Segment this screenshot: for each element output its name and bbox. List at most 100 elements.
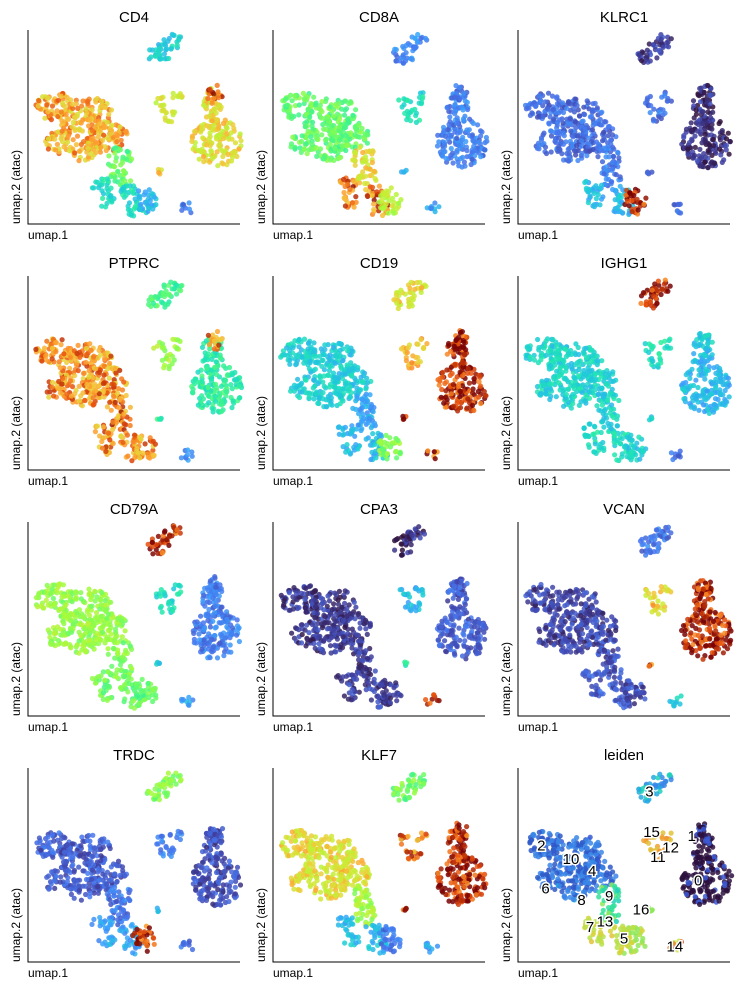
- umap-point: [189, 138, 195, 144]
- x-axis-label: umap.1: [518, 228, 558, 242]
- umap-point: [535, 336, 541, 343]
- umap-point: [86, 374, 92, 380]
- umap-point: [212, 398, 219, 404]
- umap-point: [166, 292, 172, 298]
- umap-point: [87, 341, 93, 347]
- umap-point: [51, 631, 57, 637]
- umap-point: [367, 173, 373, 179]
- umap-point: [223, 147, 229, 154]
- umap-point: [190, 386, 196, 392]
- umap-point: [483, 134, 489, 141]
- umap-point: [413, 110, 419, 116]
- umap-point: [384, 451, 391, 457]
- umap-point: [337, 341, 343, 347]
- umap-point: [332, 380, 338, 386]
- umap-point: [322, 342, 328, 348]
- umap-point: [96, 347, 102, 353]
- umap-point: [443, 388, 449, 394]
- umap-point: [600, 394, 606, 400]
- umap-point: [93, 610, 100, 616]
- umap-point: [341, 125, 347, 131]
- umap-point: [590, 101, 596, 107]
- umap-point: [454, 120, 460, 126]
- umap-point: [633, 452, 639, 458]
- umap-point: [432, 200, 438, 206]
- umap-point: [217, 141, 223, 147]
- umap-point: [79, 103, 85, 109]
- umap-point: [573, 124, 579, 131]
- umap-point: [454, 400, 460, 406]
- umap-point: [543, 338, 549, 344]
- umap-point: [155, 95, 161, 102]
- umap-point: [593, 196, 599, 202]
- umap-point: [173, 282, 179, 288]
- umap-point: [651, 106, 657, 112]
- umap-point: [564, 150, 570, 157]
- umap-point: [683, 372, 689, 378]
- umap-point: [88, 136, 95, 142]
- umap-point: [83, 106, 89, 112]
- umap-point: [440, 124, 447, 130]
- umap-point: [711, 380, 717, 386]
- umap-point: [331, 374, 337, 380]
- umap-point: [327, 384, 333, 390]
- umap-point: [389, 203, 395, 209]
- umap-point: [211, 338, 218, 344]
- umap-point: [103, 448, 109, 454]
- umap-point: [222, 377, 228, 383]
- umap-point: [320, 352, 326, 358]
- umap-point: [347, 136, 353, 142]
- umap-point: [175, 337, 181, 343]
- umap-point: [396, 200, 402, 206]
- umap-point: [316, 394, 322, 400]
- umap-point: [296, 344, 302, 350]
- umap-point: [100, 424, 107, 430]
- umap-point: [391, 210, 397, 216]
- umap-point: [225, 372, 231, 378]
- umap-point: [326, 372, 332, 378]
- umap-point: [209, 100, 215, 106]
- umap-point: [601, 424, 607, 430]
- umap-point: [400, 413, 406, 419]
- umap-point: [559, 369, 565, 375]
- umap-point: [217, 337, 223, 343]
- umap-point: [465, 370, 471, 376]
- umap-point: [372, 448, 378, 454]
- umap-point: [99, 438, 105, 445]
- umap-point: [677, 448, 683, 454]
- umap-point: [608, 137, 614, 143]
- umap-point: [591, 190, 597, 196]
- umap-point: [232, 140, 239, 146]
- umap-point: [171, 32, 177, 39]
- umap-point: [589, 114, 595, 120]
- umap-point: [576, 386, 582, 392]
- umap-point: [540, 113, 546, 120]
- umap-point: [450, 403, 456, 409]
- scatter-points: [33, 279, 245, 464]
- umap-point: [76, 158, 82, 164]
- umap-point: [280, 348, 286, 354]
- umap-point: [174, 345, 180, 351]
- umap-point: [341, 189, 347, 196]
- umap-point: [694, 158, 700, 164]
- umap-point: [163, 288, 169, 294]
- umap-point: [405, 345, 411, 351]
- umap-point: [589, 108, 595, 114]
- x-axis-label: umap.1: [28, 474, 68, 488]
- umap-point: [664, 98, 670, 104]
- umap-point: [464, 127, 470, 133]
- umap-point: [415, 31, 421, 38]
- umap-point: [60, 610, 67, 616]
- umap-point: [311, 94, 317, 100]
- umap-point: [363, 386, 369, 392]
- umap-point: [715, 396, 721, 403]
- umap-point: [717, 387, 723, 393]
- umap-point: [132, 196, 138, 202]
- umap-point: [464, 148, 470, 154]
- umap-point: [436, 139, 442, 145]
- umap-point: [689, 366, 695, 372]
- umap-point: [576, 359, 582, 365]
- umap-point: [563, 354, 569, 360]
- umap-point: [706, 142, 713, 148]
- umap-point: [222, 117, 228, 123]
